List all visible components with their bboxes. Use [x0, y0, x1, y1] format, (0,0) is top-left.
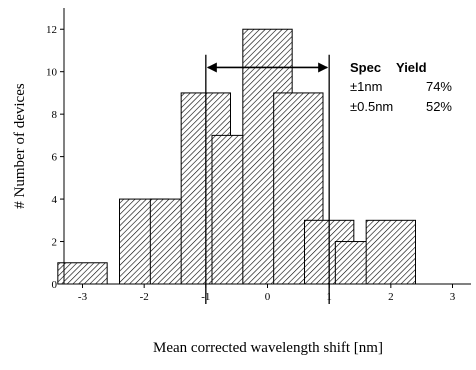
y-tick-label: 12	[46, 24, 57, 36]
annotation-spec-2: ±0.5nm	[350, 99, 393, 114]
x-tick-label: -1	[201, 291, 210, 303]
x-tick-label: 3	[450, 291, 456, 303]
y-tick-label: 6	[52, 152, 58, 164]
y-tick-label: 4	[52, 194, 58, 206]
y-tick-label: 10	[46, 67, 58, 79]
x-tick-label: 0	[265, 291, 271, 303]
bar	[365, 219, 416, 285]
arrowhead-left	[206, 62, 217, 73]
annotation-header-spec: Spec	[350, 60, 381, 75]
annotation-yield-1: 74%	[426, 79, 452, 94]
annotation-spec-1: ±1nm	[350, 79, 382, 94]
y-axis-title: # Number of devices	[12, 83, 28, 209]
y-tick-label: 2	[52, 237, 58, 249]
x-tick-label: 2	[388, 291, 394, 303]
spec-lines-layer	[205, 54, 330, 304]
x-axis-title: Mean corrected wavelength shift [nm]	[153, 340, 383, 356]
x-tick-label: 1	[326, 291, 332, 303]
yield-annotation: Spec Yield ±1nm 74% ±0.5nm 52%	[350, 60, 452, 114]
bar	[57, 262, 108, 285]
x-tick-label: -3	[78, 291, 88, 303]
y-tick-label: 8	[52, 109, 58, 121]
annotation-yield-2: 52%	[426, 99, 452, 114]
x-tick-label: -2	[140, 291, 149, 303]
annotation-header-yield: Yield	[396, 60, 427, 75]
y-tick-label: 0	[52, 279, 58, 291]
arrowhead-right	[318, 62, 329, 73]
